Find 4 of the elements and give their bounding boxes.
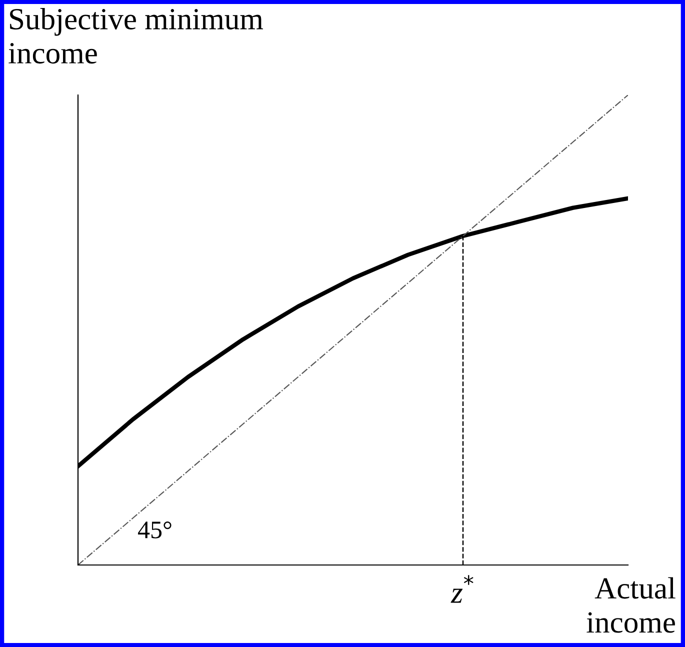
text: z$^{*}$ — [450, 575, 474, 603]
annotation: 45° — [138, 521, 172, 538]
x-axis-title: Actual income — [586, 577, 676, 633]
y-axis-title: Subjective minimum income — [8, 8, 263, 64]
